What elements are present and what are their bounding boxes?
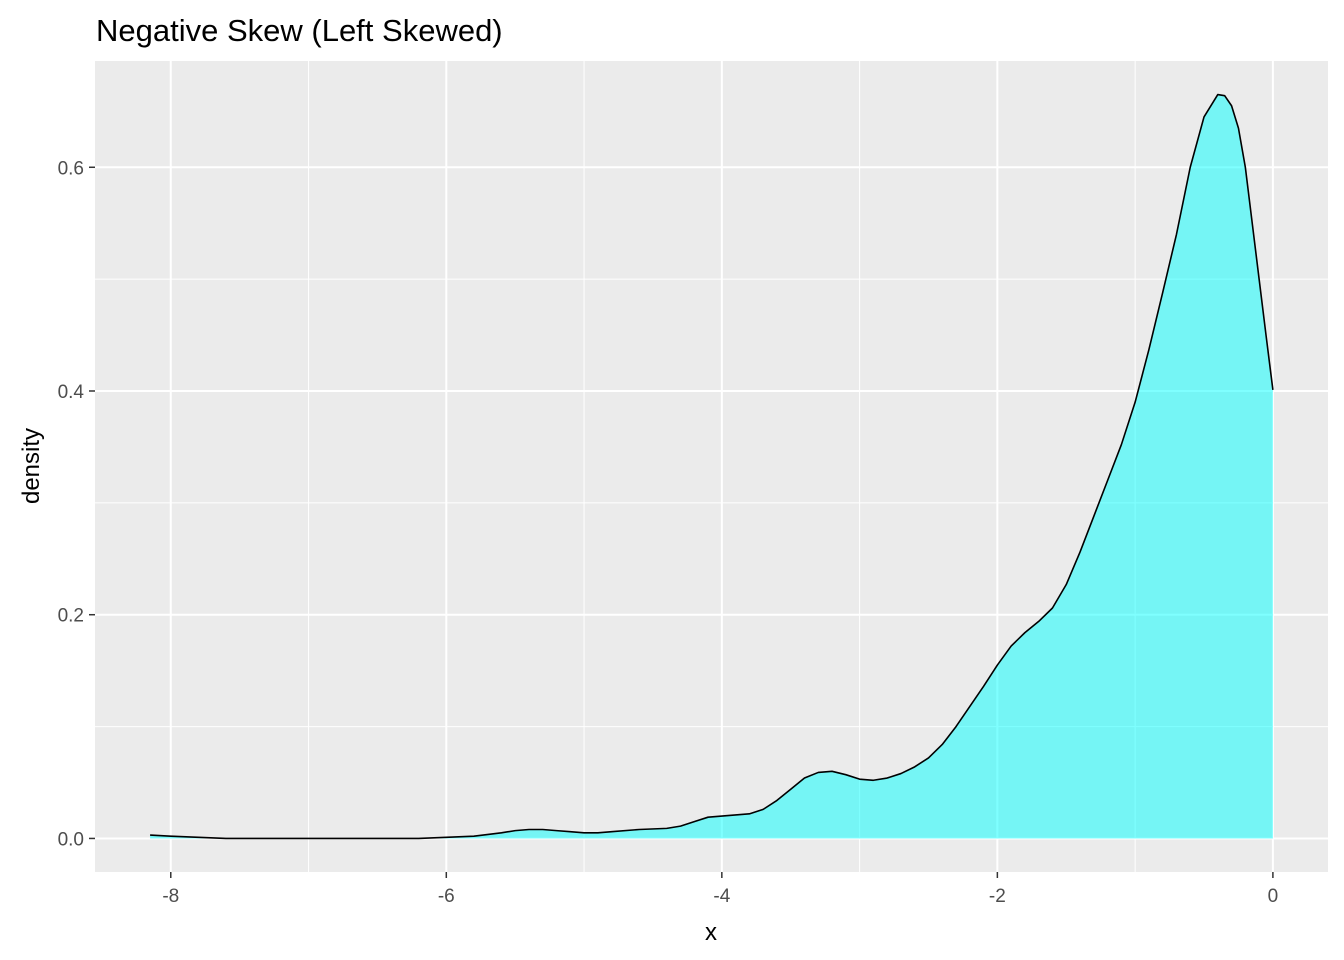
- chart-title: Negative Skew (Left Skewed): [96, 13, 503, 48]
- density-area: [150, 94, 1273, 839]
- x-tick-label: -6: [438, 886, 455, 907]
- y-tick-label: 0.2: [58, 606, 84, 627]
- density-outline: [150, 93, 1274, 840]
- density-layer: [150, 93, 1274, 840]
- y-tick-label: 0.4: [58, 382, 85, 403]
- y-tick-label: 0.0: [58, 829, 84, 850]
- y-axis: 0.0 0.2 0.4 0.6: [58, 158, 95, 850]
- x-tick-label: 0: [1268, 886, 1279, 907]
- x-tick-label: -4: [713, 886, 730, 907]
- y-tick-label: 0.6: [58, 158, 84, 179]
- x-axis: -8 -6 -4 -2 0: [162, 872, 1278, 907]
- x-tick-label: -8: [162, 886, 179, 907]
- y-axis-title: density: [18, 428, 45, 504]
- x-axis-title: x: [705, 919, 717, 946]
- x-tick-label: -2: [989, 886, 1006, 907]
